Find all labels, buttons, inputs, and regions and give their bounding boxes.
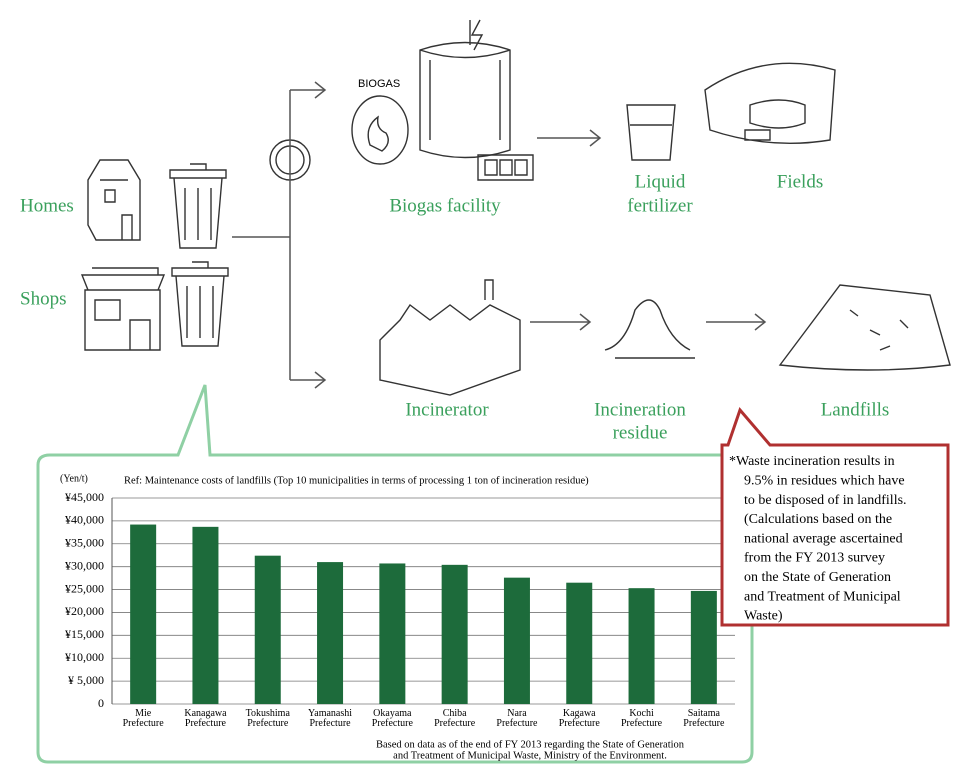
note-line: national average ascertained — [744, 531, 903, 546]
source: and Treatment of Municipal Waste, Minist… — [393, 750, 667, 761]
note-line: from the FY 2013 survey — [744, 551, 885, 566]
label: residue — [613, 422, 668, 443]
x-tick-label: Kanagawa Prefecture — [184, 708, 227, 729]
label: Homes — [20, 195, 74, 216]
note-line: Waste) — [744, 609, 783, 624]
y-tick-label: 0 — [98, 696, 104, 710]
x-tick-label: Chiba Prefecture — [434, 708, 476, 729]
illustrations — [80, 19, 951, 396]
label: Shops — [20, 288, 66, 309]
y-tick-label: ¥35,000 — [65, 536, 104, 550]
note-line: 9.5% in residues which have — [744, 474, 905, 489]
bar — [130, 524, 157, 704]
y-tick-label: ¥20,000 — [65, 604, 104, 618]
y-tick-label: ¥40,000 — [65, 513, 104, 527]
x-tick-label: Saitama Prefecture — [683, 708, 725, 729]
x-tick-label: Nara Prefecture — [496, 708, 538, 729]
x-tick-label: Yamanashi Prefecture — [308, 708, 352, 729]
label: Fields — [777, 171, 823, 192]
bar — [441, 564, 468, 704]
y-tick-label: ¥30,000 — [65, 558, 104, 572]
label: Incineration — [594, 399, 686, 420]
source: Based on data as of the end of FY 2013 r… — [376, 739, 685, 750]
label: Liquid — [635, 171, 686, 192]
bar — [192, 526, 219, 704]
note: *Waste incineration results in 9.5% in re… — [729, 454, 907, 623]
y-tick-label: ¥45,000 — [65, 490, 104, 504]
y-tick-label: ¥10,000 — [65, 650, 104, 664]
note-line: (Calculations based on the — [744, 512, 892, 527]
x-tick-label: Mie Prefecture — [123, 708, 165, 729]
bar — [503, 577, 530, 704]
x-tick-label: Kagawa Prefecture — [559, 708, 601, 729]
note-line: on the State of Generation — [744, 570, 891, 585]
bar — [628, 588, 655, 704]
bar — [379, 563, 406, 704]
x-tick-label: Okayama Prefecture — [372, 708, 414, 729]
y-tick-label: ¥ 5,000 — [68, 673, 104, 687]
chart-title: Ref: Maintenance costs of landfills (Top… — [124, 475, 589, 486]
sign: BIOGAS — [358, 78, 400, 90]
note-line: *Waste incineration results in — [729, 454, 895, 469]
label: Incinerator — [405, 399, 489, 420]
x-tick-label: Tokushima Prefecture — [246, 708, 291, 729]
note-line: and Treatment of Municipal — [744, 589, 901, 604]
x-tick-label: Kochi Prefecture — [621, 708, 663, 729]
bar — [254, 555, 281, 704]
note-box — [720, 407, 950, 627]
y-tick-label: ¥15,000 — [65, 627, 104, 641]
bar — [566, 582, 593, 704]
bar — [317, 562, 344, 704]
bar — [690, 590, 717, 704]
label: Biogas facility — [389, 195, 501, 216]
note-line: to be disposed of in landfills. — [744, 493, 907, 508]
label: Landfills — [821, 399, 890, 420]
y-tick-label: ¥25,000 — [65, 581, 104, 595]
label: fertilizer — [627, 195, 693, 216]
unit: (Yen/t) — [60, 473, 88, 484]
